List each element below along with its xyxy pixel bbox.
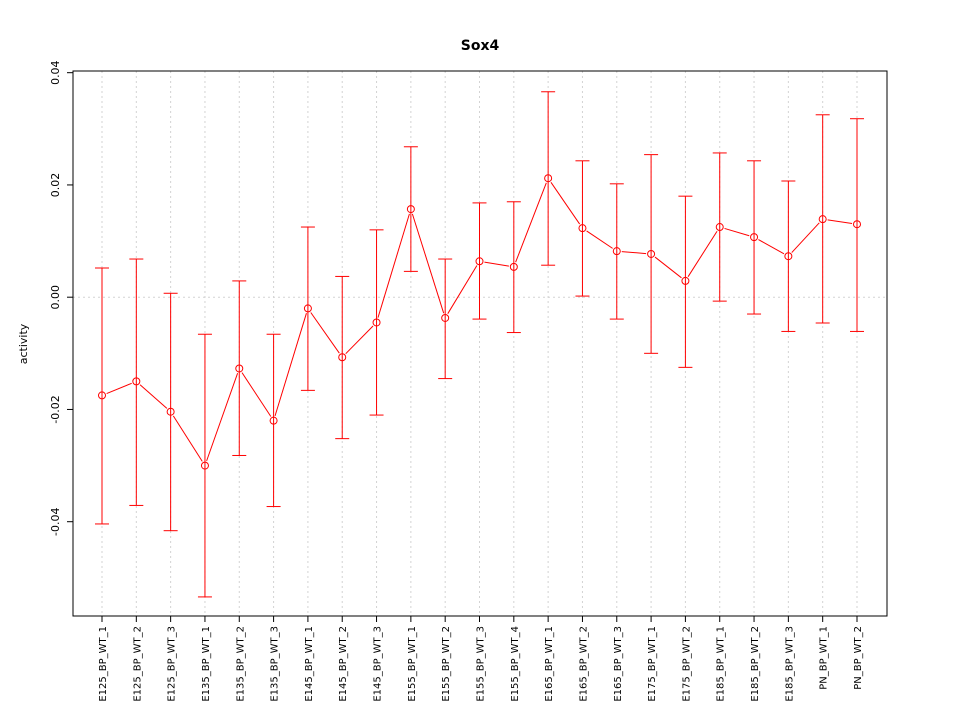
x-tick-label: E145_BP_WT_2 <box>338 626 349 702</box>
data-point <box>544 174 553 183</box>
line-segment <box>586 230 613 249</box>
data-point <box>578 224 587 233</box>
data-point <box>784 252 793 261</box>
data-point <box>98 391 106 400</box>
data-point <box>406 205 415 214</box>
x-tick-label: E165_BP_WT_1 <box>544 626 555 702</box>
y-axis: -0.04 -0.02 0.00 0.02 0.04 <box>49 60 74 536</box>
line-segment <box>515 182 547 263</box>
x-tick-label: E185_BP_WT_3 <box>784 626 795 702</box>
x-tick-label: E175_BP_WT_2 <box>681 626 692 702</box>
x-tick-label: E155_BP_WT_4 <box>510 626 521 702</box>
y-tick-label: 0.02 <box>49 173 62 198</box>
line-segment <box>241 372 272 417</box>
data-point <box>475 257 484 266</box>
y-tick-label: -0.02 <box>49 395 62 423</box>
data-point <box>818 215 827 224</box>
x-tick-label: E155_BP_WT_1 <box>407 626 418 702</box>
data-point <box>166 407 175 416</box>
data-point <box>647 249 656 258</box>
data-point <box>509 262 518 271</box>
data-point <box>235 364 244 373</box>
line-segment <box>550 182 581 225</box>
line-segment <box>621 251 647 255</box>
error-bars <box>95 91 864 598</box>
x-tick-label: E155_BP_WT_2 <box>441 626 452 702</box>
line-segment <box>345 325 374 355</box>
line-segment <box>447 265 478 314</box>
line-segment <box>724 227 750 237</box>
line-segment <box>827 219 853 224</box>
data-point <box>612 247 621 256</box>
line-segment <box>206 373 239 462</box>
line-segment <box>484 261 509 267</box>
data-point <box>372 318 381 327</box>
x-tick-label: E165_BP_WT_2 <box>578 626 589 702</box>
line-segment <box>377 213 410 318</box>
x-tick-label: PN_BP_WT_1 <box>819 626 830 690</box>
x-tick-label: E185_BP_WT_2 <box>750 626 761 702</box>
data-point <box>441 313 450 322</box>
data-point <box>269 416 278 425</box>
line-segment <box>172 415 203 462</box>
line-segment <box>139 384 168 409</box>
x-tick-label: PN_BP_WT_2 <box>853 626 864 690</box>
line-segment <box>687 230 718 277</box>
data-point <box>853 220 861 229</box>
line-segment <box>106 382 132 394</box>
data-point <box>338 353 347 362</box>
line-segment <box>654 256 682 279</box>
data-point <box>715 223 724 232</box>
chart-title: Sox4 <box>461 38 500 54</box>
data-point <box>132 377 141 386</box>
line-segment <box>791 222 820 253</box>
x-tick-label: E155_BP_WT_3 <box>476 626 487 702</box>
x-tick-label: E145_BP_WT_3 <box>373 626 384 702</box>
x-tick-label: E185_BP_WT_1 <box>716 626 727 702</box>
data-point <box>200 461 209 470</box>
x-tick-label: E175_BP_WT_1 <box>647 626 658 702</box>
line-segment <box>758 239 785 255</box>
data-point <box>750 233 759 242</box>
line-segment <box>411 213 445 314</box>
x-tick-label: E125_BP_WT_2 <box>132 626 143 702</box>
x-tick-label: E135_BP_WT_1 <box>201 626 212 702</box>
y-tick-label: 0.00 <box>49 285 62 310</box>
y-axis-label: activity <box>17 323 30 364</box>
x-tick-label: E125_BP_WT_3 <box>167 626 178 702</box>
grid <box>73 71 887 616</box>
plot-frame <box>72 70 888 617</box>
data-point <box>681 276 690 285</box>
y-tick-label: 0.04 <box>49 60 62 85</box>
line-segment <box>310 312 340 354</box>
x-tick-label: E125_BP_WT_1 <box>98 626 109 702</box>
y-tick-label: -0.04 <box>49 507 62 535</box>
line-segment <box>274 313 307 417</box>
x-axis: E125_BP_WT_1 E125_BP_WT_2 E125_BP_WT_3 E135… <box>98 615 864 702</box>
data-point <box>303 304 312 313</box>
x-tick-label: E135_BP_WT_3 <box>270 626 281 702</box>
x-tick-label: E135_BP_WT_2 <box>235 626 246 702</box>
data-points <box>98 174 861 470</box>
x-tick-label: E165_BP_WT_3 <box>613 626 624 702</box>
x-tick-label: E145_BP_WT_1 <box>304 626 315 702</box>
series-line <box>106 182 853 462</box>
